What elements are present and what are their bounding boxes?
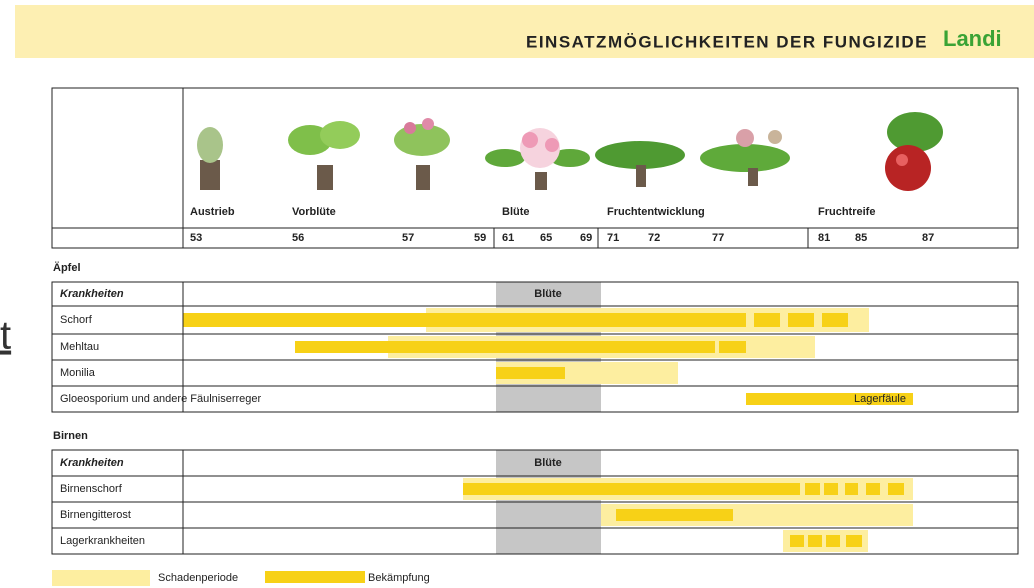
row-label: Schorf [60,314,93,326]
column-header: Krankheiten [60,288,124,300]
brand: Landi [943,26,1002,51]
bloom-label: Blüte [534,457,562,469]
stage-number: 72 [648,232,660,244]
stage-number: 81 [818,232,830,244]
row-label: Lagerkrankheiten [60,535,145,547]
stage-number: 77 [712,232,724,244]
row-label: Gloeosporium und andere Fäulniserreger [60,393,262,405]
page: EINSATZMÖGLICHKEITEN DER FUNGIZIDE Landi… [0,0,1034,588]
section-title: Birnen [53,430,88,442]
treatment-bar [754,313,780,327]
legend-label: Schadenperiode [158,572,238,584]
treatment-bar [824,483,838,495]
legend-swatch [265,571,365,583]
legend-swatch [52,570,150,586]
bloom-label: Blüte [534,288,562,300]
stage-number: 59 [474,232,486,244]
stage-number: 56 [292,232,304,244]
treatment-bar [719,341,746,353]
stage-number: 61 [502,232,514,244]
row-label: Birnenschorf [60,483,123,495]
stage-number: 65 [540,232,552,244]
stage-number: 69 [580,232,592,244]
treatment-bar [295,341,715,353]
stage-number: 71 [607,232,619,244]
stage-label: Fruchtentwicklung [607,206,705,218]
row-label: Mehltau [60,341,99,353]
treatment-bar [616,509,733,521]
fragment-text: t [0,314,11,358]
title: EINSATZMÖGLICHKEITEN DER FUNGIZIDE [526,32,928,51]
treatment-bar [805,483,820,495]
stage-number: 57 [402,232,414,244]
treatment-bar [790,535,804,547]
section-title: Äpfel [53,261,81,274]
treatment-bar [822,313,848,327]
column-header: Krankheiten [60,457,124,469]
treatment-bar [845,483,858,495]
treatment-bar [866,483,880,495]
treatment-bar [826,535,840,547]
stage-label: Vorblüte [292,206,336,218]
row-label: Monilia [60,367,96,379]
treatment-bar [463,483,800,495]
treatment-bar [183,313,746,327]
treatment-bar [808,535,822,547]
stage-number: 85 [855,232,867,244]
treatment-bar [496,367,565,379]
row-label: Birnengitterost [60,509,131,521]
bar-label: Lagerfäule [854,393,906,405]
sections: Äpfel Blüte Krankheiten Schorf Mehltau Monili… [52,261,1018,554]
treatment-bar [846,535,862,547]
stage-label: Austrieb [190,206,235,218]
plant-illustrations [197,112,943,191]
stage-label: Blüte [502,206,530,218]
treatment-bar [888,483,904,495]
stage-number: 53 [190,232,202,244]
treatment-bar [788,313,814,327]
stage-table [52,88,1018,248]
stage-label: Fruchtreife [818,206,875,218]
stage-number: 87 [922,232,934,244]
legend-label: Bekämpfung [368,572,430,584]
